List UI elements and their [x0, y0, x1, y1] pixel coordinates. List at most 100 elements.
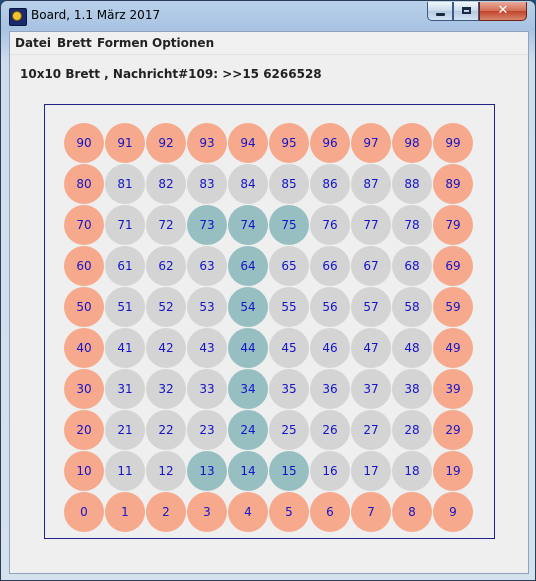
board-cell-38[interactable]: 38 [392, 369, 432, 409]
board-cell-71[interactable]: 71 [105, 205, 145, 245]
board-cell-72[interactable]: 72 [146, 205, 186, 245]
board-cell-22[interactable]: 22 [146, 410, 186, 450]
board-cell-93[interactable]: 93 [187, 123, 227, 163]
board-cell-65[interactable]: 65 [269, 246, 309, 286]
board-cell-41[interactable]: 41 [105, 328, 145, 368]
board-cell-52[interactable]: 52 [146, 287, 186, 327]
board-cell-15[interactable]: 15 [269, 451, 309, 491]
board-cell-83[interactable]: 83 [187, 164, 227, 204]
board-cell-4[interactable]: 4 [228, 492, 268, 532]
board-cell-66[interactable]: 66 [310, 246, 350, 286]
board-cell-47[interactable]: 47 [351, 328, 391, 368]
board-cell-61[interactable]: 61 [105, 246, 145, 286]
board-cell-84[interactable]: 84 [228, 164, 268, 204]
board-cell-67[interactable]: 67 [351, 246, 391, 286]
board-cell-91[interactable]: 91 [105, 123, 145, 163]
board-cell-43[interactable]: 43 [187, 328, 227, 368]
board-cell-42[interactable]: 42 [146, 328, 186, 368]
board-cell-94[interactable]: 94 [228, 123, 268, 163]
board-cell-86[interactable]: 86 [310, 164, 350, 204]
board-cell-46[interactable]: 46 [310, 328, 350, 368]
board-cell-62[interactable]: 62 [146, 246, 186, 286]
board-cell-25[interactable]: 25 [269, 410, 309, 450]
board-cell-17[interactable]: 17 [351, 451, 391, 491]
board-cell-13[interactable]: 13 [187, 451, 227, 491]
board-cell-59[interactable]: 59 [433, 287, 473, 327]
board-cell-48[interactable]: 48 [392, 328, 432, 368]
board-cell-98[interactable]: 98 [392, 123, 432, 163]
board-cell-9[interactable]: 9 [433, 492, 473, 532]
title-bar[interactable]: Board, 1.1 März 2017 ✕ [1, 1, 535, 31]
menu-datei[interactable]: Datei [15, 36, 52, 50]
board-cell-75[interactable]: 75 [269, 205, 309, 245]
board-cell-3[interactable]: 3 [187, 492, 227, 532]
board-cell-2[interactable]: 2 [146, 492, 186, 532]
board-cell-53[interactable]: 53 [187, 287, 227, 327]
board-cell-54[interactable]: 54 [228, 287, 268, 327]
board-cell-26[interactable]: 26 [310, 410, 350, 450]
board-cell-44[interactable]: 44 [228, 328, 268, 368]
board-cell-79[interactable]: 79 [433, 205, 473, 245]
board-cell-39[interactable]: 39 [433, 369, 473, 409]
board-cell-11[interactable]: 11 [105, 451, 145, 491]
board-cell-56[interactable]: 56 [310, 287, 350, 327]
game-board[interactable]: 90 91 92 93 94 95 96 97 98 99 80 81 82 83 84 85 86 87 88 89… [44, 104, 495, 539]
board-cell-82[interactable]: 82 [146, 164, 186, 204]
board-cell-37[interactable]: 37 [351, 369, 391, 409]
board-cell-97[interactable]: 97 [351, 123, 391, 163]
board-cell-73[interactable]: 73 [187, 205, 227, 245]
board-cell-49[interactable]: 49 [433, 328, 473, 368]
board-cell-55[interactable]: 55 [269, 287, 309, 327]
board-cell-0[interactable]: 0 [64, 492, 104, 532]
maximize-button[interactable] [453, 2, 479, 21]
board-cell-27[interactable]: 27 [351, 410, 391, 450]
board-cell-23[interactable]: 23 [187, 410, 227, 450]
close-button[interactable]: ✕ [479, 2, 527, 21]
board-cell-7[interactable]: 7 [351, 492, 391, 532]
menu-optionen[interactable]: Optionen [152, 36, 215, 50]
board-cell-24[interactable]: 24 [228, 410, 268, 450]
board-cell-32[interactable]: 32 [146, 369, 186, 409]
board-cell-14[interactable]: 14 [228, 451, 268, 491]
board-cell-16[interactable]: 16 [310, 451, 350, 491]
board-cell-8[interactable]: 8 [392, 492, 432, 532]
board-cell-87[interactable]: 87 [351, 164, 391, 204]
board-cell-30[interactable]: 30 [64, 369, 104, 409]
board-cell-92[interactable]: 92 [146, 123, 186, 163]
board-cell-31[interactable]: 31 [105, 369, 145, 409]
board-cell-28[interactable]: 28 [392, 410, 432, 450]
board-cell-12[interactable]: 12 [146, 451, 186, 491]
minimize-button[interactable] [427, 2, 453, 21]
board-cell-45[interactable]: 45 [269, 328, 309, 368]
board-cell-40[interactable]: 40 [64, 328, 104, 368]
board-cell-19[interactable]: 19 [433, 451, 473, 491]
board-cell-70[interactable]: 70 [64, 205, 104, 245]
board-cell-57[interactable]: 57 [351, 287, 391, 327]
board-cell-60[interactable]: 60 [64, 246, 104, 286]
board-cell-29[interactable]: 29 [433, 410, 473, 450]
board-cell-1[interactable]: 1 [105, 492, 145, 532]
board-cell-18[interactable]: 18 [392, 451, 432, 491]
board-cell-58[interactable]: 58 [392, 287, 432, 327]
board-cell-74[interactable]: 74 [228, 205, 268, 245]
board-cell-69[interactable]: 69 [433, 246, 473, 286]
board-cell-21[interactable]: 21 [105, 410, 145, 450]
board-cell-64[interactable]: 64 [228, 246, 268, 286]
board-cell-96[interactable]: 96 [310, 123, 350, 163]
board-cell-68[interactable]: 68 [392, 246, 432, 286]
board-cell-89[interactable]: 89 [433, 164, 473, 204]
board-cell-95[interactable]: 95 [269, 123, 309, 163]
board-cell-77[interactable]: 77 [351, 205, 391, 245]
board-cell-81[interactable]: 81 [105, 164, 145, 204]
board-cell-20[interactable]: 20 [64, 410, 104, 450]
board-cell-88[interactable]: 88 [392, 164, 432, 204]
board-cell-85[interactable]: 85 [269, 164, 309, 204]
menu-brett[interactable]: Brett [57, 36, 92, 50]
board-cell-10[interactable]: 10 [64, 451, 104, 491]
board-cell-50[interactable]: 50 [64, 287, 104, 327]
board-cell-99[interactable]: 99 [433, 123, 473, 163]
board-cell-51[interactable]: 51 [105, 287, 145, 327]
board-cell-76[interactable]: 76 [310, 205, 350, 245]
board-cell-5[interactable]: 5 [269, 492, 309, 532]
board-app-icon[interactable] [9, 8, 27, 26]
